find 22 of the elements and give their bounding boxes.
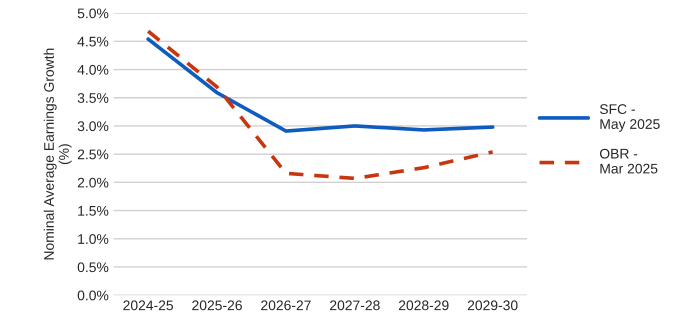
y-axis-title: Nominal Average Earnings Growth (%) <box>44 48 72 260</box>
x-tick-label: 2026-27 <box>261 300 311 310</box>
y-tick-label: 0.0% <box>78 290 108 300</box>
line-series <box>146 37 494 133</box>
y-tick-label: 2.5% <box>78 149 108 160</box>
y-tick-label: 0.5% <box>78 262 108 272</box>
x-tick-label: 2027-28 <box>330 300 380 310</box>
y-tick-label: 3.5% <box>78 93 108 103</box>
legend-label: SFC - May 2025 <box>600 104 660 132</box>
legend-label: OBR - Mar 2025 <box>600 148 658 174</box>
y-tick-label: 2.0% <box>78 178 108 188</box>
line-series <box>146 29 494 180</box>
x-tick-label: 2025-26 <box>192 300 242 310</box>
y-tick-label: 1.5% <box>78 206 108 216</box>
y-tick-label: 1.0% <box>78 234 108 244</box>
y-tick-label: 3.0% <box>78 121 108 132</box>
y-tick-label: 5.0% <box>78 8 108 18</box>
y-tick-label: 4.5% <box>77 36 108 46</box>
y-tick-label: 4.0% <box>77 64 108 75</box>
x-tick-label: 2024-25 <box>123 300 174 310</box>
x-tick-label: 2028-29 <box>398 300 449 310</box>
x-tick-label: 2029-30 <box>468 300 518 310</box>
